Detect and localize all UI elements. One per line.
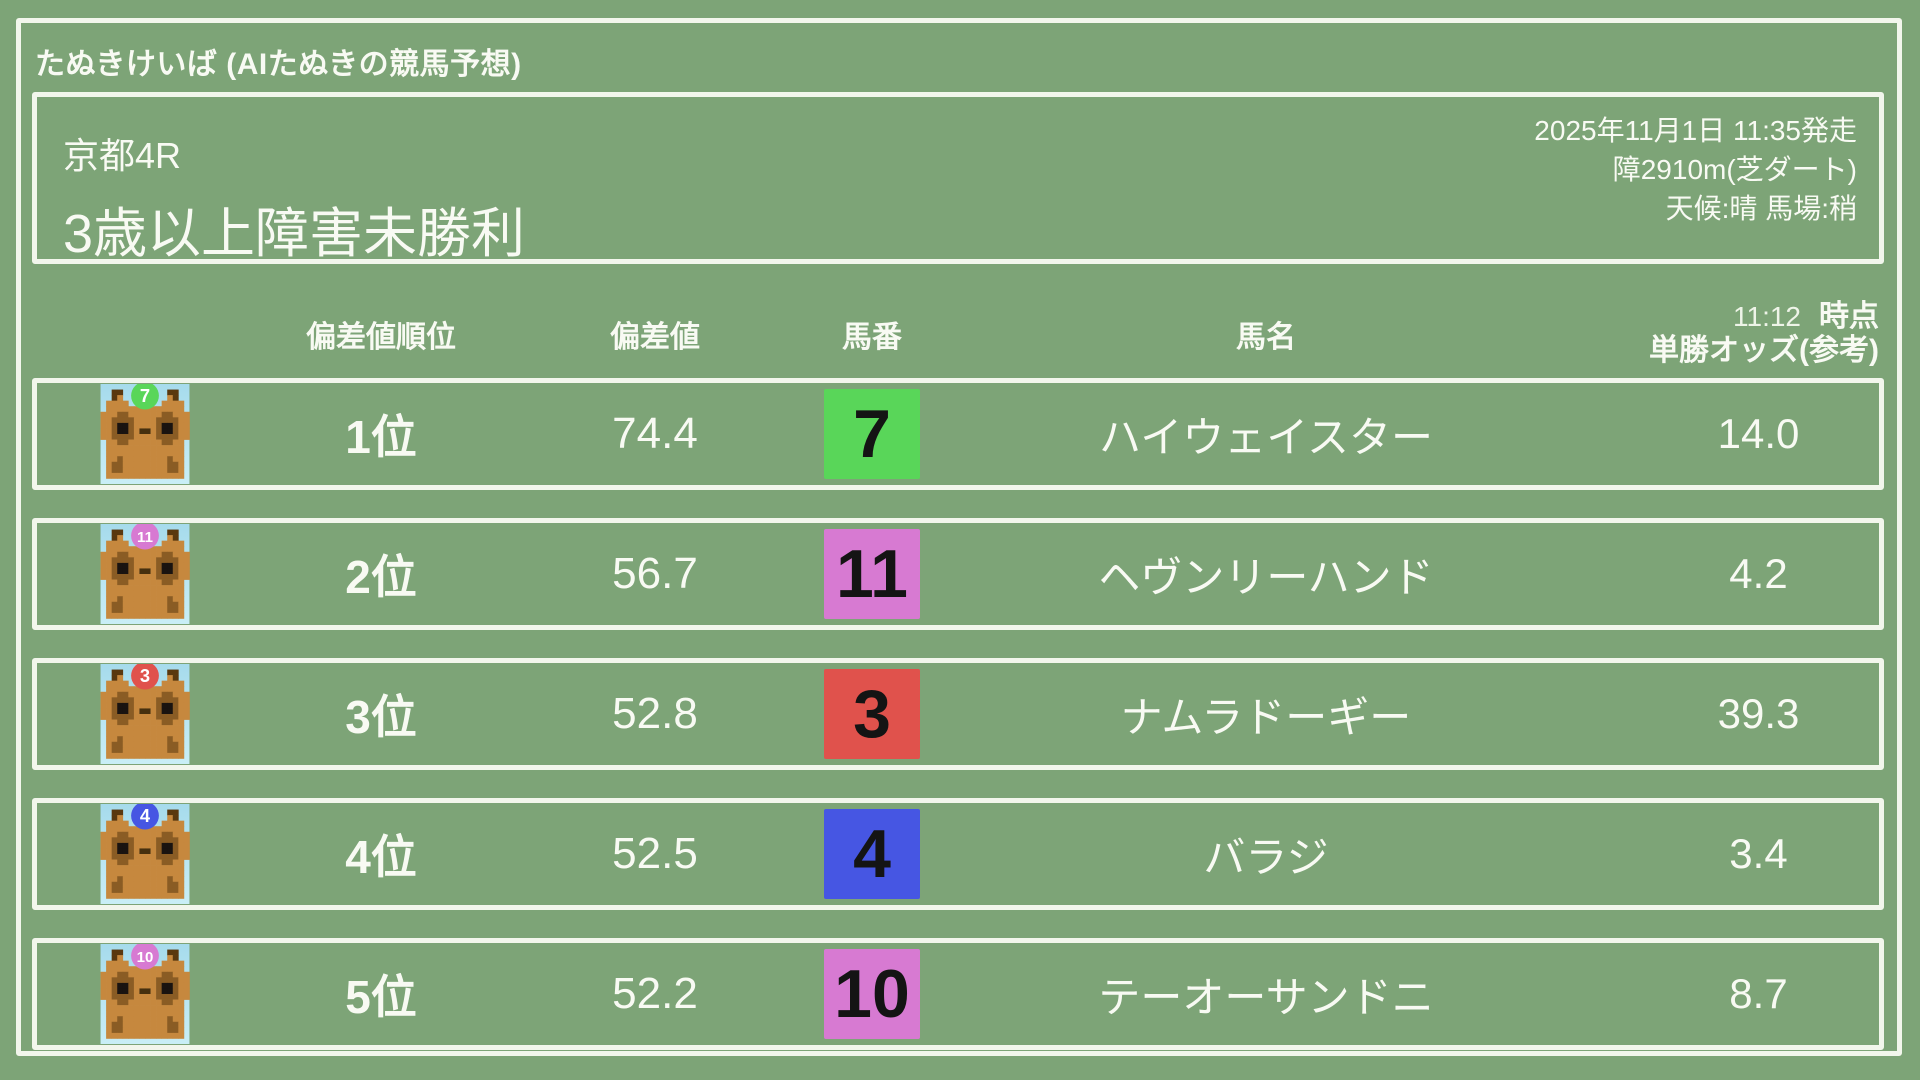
deviation-value: 52.5 [612, 829, 698, 878]
deviation-value: 52.2 [612, 969, 698, 1018]
race-start-datetime: 2025年11月1日 11:35発走 [1534, 115, 1857, 146]
deviation-value: 52.8 [612, 689, 698, 738]
deviation-value: 74.4 [612, 409, 698, 458]
horse-name: ヘヴンリーハンド [1098, 553, 1434, 601]
race-info-left: 京都4R 3歳以上障害未勝利 [37, 97, 525, 264]
tanuki-avatar: 7 [95, 384, 195, 484]
header-horse-number: 馬番 [842, 321, 902, 354]
horse-number-badge: 11 [824, 529, 920, 619]
horse-number-badge: 4 [824, 809, 920, 899]
prediction-row-grid: 4 4位 52.5 4 バラジ 3.4 [37, 803, 1879, 905]
tanuki-avatar-image: 10 [100, 944, 190, 1044]
horse-name: テーオーサンドニ [1098, 973, 1434, 1021]
odds-value: 8.7 [1729, 970, 1788, 1017]
rank-value: 2位 [345, 551, 417, 603]
header-odds: 11:12 時点 単勝オッズ(参考) [1538, 300, 1879, 368]
header-odds-time-line: 11:12 時点 [1733, 300, 1879, 334]
race-conditions: 天候:晴 馬場:稍 [1665, 193, 1857, 224]
prediction-row-grid: 10 5位 52.2 10 テーオーサンドニ 8.7 [37, 943, 1879, 1045]
odds-value: 14.0 [1717, 410, 1800, 457]
svg-text:3: 3 [140, 665, 150, 686]
horse-number-badge: 3 [824, 669, 920, 759]
table-header: 偏差値順位 偏差値 馬番 馬名 11:12 時点 単勝オッズ(参考) [37, 295, 1879, 373]
rank-value: 4位 [345, 831, 417, 883]
tanuki-avatar: 10 [95, 944, 195, 1044]
prediction-row-grid: 7 1位 74.4 7 ハイウェイスター 14.0 [37, 383, 1879, 485]
odds-timestamp: 11:12 [1733, 301, 1801, 332]
rank-value: 1位 [345, 411, 417, 463]
race-name: 3歳以上障害未勝利 [63, 204, 526, 264]
prediction-row-grid: 11 2位 56.7 11 ヘヴンリーハンド 4.2 [37, 523, 1879, 625]
race-info-right: 2025年11月1日 11:35発走 障2910m(芝ダート) 天候:晴 馬場:… [1534, 97, 1879, 259]
svg-text:11: 11 [137, 529, 153, 546]
rank-value: 5位 [345, 971, 417, 1023]
svg-text:4: 4 [140, 805, 151, 826]
tanuki-avatar-image: 4 [100, 804, 190, 904]
odds-value: 3.4 [1729, 830, 1788, 877]
horse-number-badge: 7 [824, 389, 920, 479]
race-course: 京都4R [63, 135, 182, 176]
site-title: たぬきけいば (AIたぬきの競馬予想) [35, 48, 522, 81]
horse-name: ナムラドーギー [1120, 693, 1412, 741]
deviation-value: 56.7 [612, 549, 698, 598]
tanuki-avatar: 4 [95, 804, 195, 904]
race-distance: 障2910m(芝ダート) [1612, 154, 1857, 185]
prediction-row: 10 5位 52.2 10 テーオーサンドニ 8.7 [32, 938, 1884, 1050]
header-rank: 偏差値順位 [306, 321, 456, 354]
prediction-row: 11 2位 56.7 11 ヘヴンリーハンド 4.2 [32, 518, 1884, 630]
prediction-row-grid: 3 3位 52.8 3 ナムラドーギー 39.3 [37, 663, 1879, 765]
rank-value: 3位 [345, 691, 417, 743]
odds-timestamp-suffix: 時点 [1819, 300, 1879, 333]
tanuki-avatar-image: 7 [100, 384, 190, 484]
prediction-row: 4 4位 52.5 4 バラジ 3.4 [32, 798, 1884, 910]
prediction-row: 3 3位 52.8 3 ナムラドーギー 39.3 [32, 658, 1884, 770]
odds-value: 39.3 [1717, 690, 1800, 737]
tanuki-avatar-image: 11 [100, 524, 190, 624]
tanuki-avatar: 11 [95, 524, 195, 624]
svg-text:7: 7 [140, 385, 150, 406]
svg-text:10: 10 [137, 949, 154, 966]
odds-value: 4.2 [1729, 550, 1788, 597]
horse-name: バラジ [1203, 833, 1329, 881]
horse-number-badge: 10 [824, 949, 920, 1039]
tanuki-avatar: 3 [95, 664, 195, 764]
header-deviation: 偏差値 [610, 321, 700, 354]
prediction-row: 7 1位 74.4 7 ハイウェイスター 14.0 [32, 378, 1884, 490]
race-info-box: 京都4R 3歳以上障害未勝利 2025年11月1日 11:35発走 障2910m… [32, 92, 1884, 264]
tanuki-avatar-image: 3 [100, 664, 190, 764]
horse-name: ハイウェイスター [1099, 413, 1433, 461]
header-horse-name: 馬名 [1236, 321, 1296, 354]
main-frame: たぬきけいば (AIたぬきの競馬予想) 京都4R 3歳以上障害未勝利 2025年… [16, 18, 1902, 1056]
odds-label: 単勝オッズ(参考) [1649, 334, 1879, 367]
